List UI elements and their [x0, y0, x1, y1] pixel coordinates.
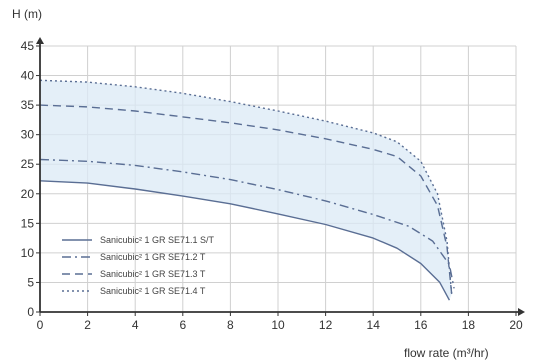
y-axis-label: H (m) — [12, 7, 42, 21]
y-tick-label: 30 — [21, 128, 35, 142]
y-tick-label: 40 — [21, 69, 35, 83]
x-tick-label: 6 — [179, 318, 186, 332]
x-tick-label: 14 — [367, 318, 381, 332]
series-line-1 — [39, 180, 451, 301]
legend-label-3: Sanicubic² 1 GR SE71.3 T — [100, 269, 206, 279]
y-tick-label: 35 — [21, 98, 35, 112]
envelope-fill — [40, 80, 452, 301]
legend-label-2: Sanicubic² 1 GR SE71.2 T — [100, 252, 206, 262]
x-tick-label: 16 — [414, 318, 428, 332]
x-axis-arrow — [518, 308, 525, 316]
x-tick-label: 8 — [227, 318, 234, 332]
series-line-3 — [39, 104, 453, 295]
x-tick-label: 4 — [132, 318, 139, 332]
series-lines — [39, 79, 455, 301]
legend-label-4: Sanicubic² 1 GR SE71.4 T — [100, 286, 206, 296]
y-tick-label: 0 — [27, 305, 34, 319]
x-tick-label: 20 — [509, 318, 523, 332]
x-tick-label: 10 — [271, 318, 285, 332]
legend: Sanicubic² 1 GR SE71.1 S/T Sanicubic² 1 G… — [62, 235, 215, 296]
axes — [36, 37, 525, 316]
x-axis-label: flow rate (m³/hr) — [404, 346, 489, 360]
tick-labels: 0 5 10 15 20 25 30 35 40 45 0 2 4 6 8 10 12 14 16 18 20 — [21, 39, 523, 332]
y-tick-label: 25 — [21, 157, 35, 171]
y-axis-arrow — [36, 37, 44, 44]
fill-area — [40, 80, 452, 301]
legend-label-1: Sanicubic² 1 GR SE71.1 S/T — [100, 235, 215, 245]
y-tick-label: 5 — [27, 275, 34, 289]
y-tick-label: 20 — [21, 187, 35, 201]
x-tick-label: 2 — [84, 318, 91, 332]
x-tick-label: 0 — [37, 318, 44, 332]
x-tick-label: 12 — [319, 318, 333, 332]
y-tick-label: 45 — [21, 39, 35, 53]
series-line-4 — [39, 79, 453, 295]
x-tick-label: 18 — [462, 318, 476, 332]
y-tick-label: 15 — [21, 216, 35, 230]
y-tick-label: 10 — [21, 246, 35, 260]
